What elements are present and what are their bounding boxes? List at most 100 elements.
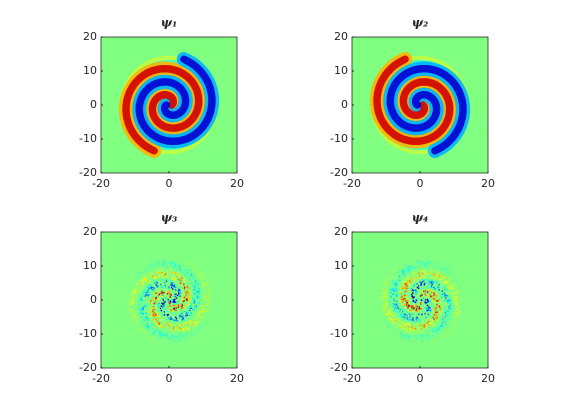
noise-pixel <box>438 305 440 308</box>
noise-pixel <box>166 334 168 336</box>
noise-pixel <box>411 288 414 291</box>
noise-pixel <box>416 310 419 312</box>
noise-pixel <box>401 334 404 337</box>
noise-pixel <box>403 313 405 316</box>
noise-pixel <box>195 313 198 315</box>
noise-pixel <box>422 295 425 298</box>
noise-pixel <box>403 269 406 271</box>
noise-pixel <box>187 301 190 303</box>
noise-pixel <box>443 335 445 337</box>
noise-pixel <box>454 272 456 274</box>
noise-pixel <box>377 305 379 307</box>
noise-pixel <box>400 261 402 263</box>
noise-pixel <box>425 327 427 329</box>
noise-pixel <box>416 329 419 331</box>
noise-pixel <box>167 301 170 303</box>
noise-pixel <box>146 303 148 305</box>
noise-pixel <box>408 312 410 315</box>
noise-pixel <box>129 302 131 305</box>
noise-pixel <box>456 295 458 297</box>
noise-pixel <box>387 309 390 312</box>
noise-pixel <box>410 342 412 345</box>
noise-pixel <box>412 299 414 302</box>
noise-pixel <box>163 259 166 261</box>
y-tick-label: 10 <box>334 64 348 77</box>
noise-pixel <box>429 281 432 283</box>
noise-pixel <box>150 286 152 288</box>
noise-pixel <box>184 326 186 328</box>
noise-pixel <box>159 267 161 269</box>
noise-pixel <box>127 289 129 291</box>
noise-pixel <box>416 268 419 271</box>
noise-pixel <box>436 300 439 302</box>
y-tick-label: -20 <box>330 166 348 179</box>
noise-pixel <box>456 289 458 292</box>
noise-pixel <box>421 257 423 260</box>
noise-pixel <box>210 301 213 303</box>
noise-pixel <box>413 273 415 276</box>
noise-pixel <box>411 259 414 262</box>
noise-pixel <box>153 340 156 343</box>
noise-pixel <box>147 265 150 268</box>
noise-pixel <box>178 288 180 291</box>
noise-pixel <box>202 326 205 329</box>
noise-pixel <box>159 292 162 295</box>
noise-pixel <box>136 317 138 319</box>
noise-pixel <box>414 332 417 334</box>
noise-pixel <box>158 333 161 335</box>
noise-pixel <box>151 272 153 274</box>
noise-pixel <box>148 294 150 296</box>
noise-pixel <box>157 312 159 314</box>
noise-pixel <box>433 298 435 300</box>
noise-pixel <box>386 272 389 275</box>
noise-pixel <box>156 315 159 318</box>
noise-pixel <box>153 331 155 334</box>
noise-pixel <box>440 333 443 336</box>
noise-pixel <box>177 290 180 292</box>
noise-pixel <box>156 286 159 289</box>
noise-pixel <box>390 297 392 299</box>
noise-pixel <box>170 324 172 326</box>
noise-pixel <box>421 275 424 278</box>
noise-pixel <box>160 326 163 328</box>
noise-pixel <box>159 271 161 274</box>
noise-pixel <box>401 311 404 313</box>
noise-pixel <box>144 276 147 278</box>
noise-pixel <box>401 301 403 304</box>
noise-pixel <box>184 328 187 330</box>
noise-pixel <box>154 282 156 285</box>
noise-pixel <box>396 289 398 291</box>
noise-pixel <box>427 330 429 333</box>
noise-pixel <box>189 314 191 317</box>
noise-pixel <box>209 294 212 296</box>
noise-pixel <box>401 271 404 273</box>
noise-pixel <box>179 265 181 267</box>
noise-pixel <box>203 324 205 327</box>
noise-pixel <box>377 301 379 304</box>
noise-pixel <box>421 265 423 268</box>
noise-pixel <box>172 319 174 321</box>
noise-pixel <box>439 307 441 309</box>
noise-pixel <box>418 306 420 308</box>
noise-pixel <box>160 272 163 274</box>
noise-pixel <box>435 330 437 332</box>
noise-pixel <box>420 328 423 330</box>
noise-pixel <box>413 279 415 281</box>
noise-pixel <box>171 312 174 314</box>
noise-pixel <box>444 321 446 324</box>
noise-pixel <box>384 309 387 312</box>
noise-pixel <box>158 339 161 342</box>
noise-pixel <box>434 338 436 340</box>
noise-pixel <box>148 327 150 330</box>
noise-pixel <box>434 289 437 291</box>
subplot-title: ψ₃ <box>161 211 178 225</box>
noise-pixel <box>454 277 456 279</box>
noise-pixel <box>418 287 420 289</box>
noise-pixel <box>423 257 425 259</box>
noise-pixel <box>408 304 410 307</box>
noise-pixel <box>165 280 168 282</box>
noise-pixel <box>388 298 391 300</box>
noise-pixel <box>156 323 158 326</box>
noise-pixel <box>140 271 142 274</box>
noise-pixel <box>408 339 410 341</box>
